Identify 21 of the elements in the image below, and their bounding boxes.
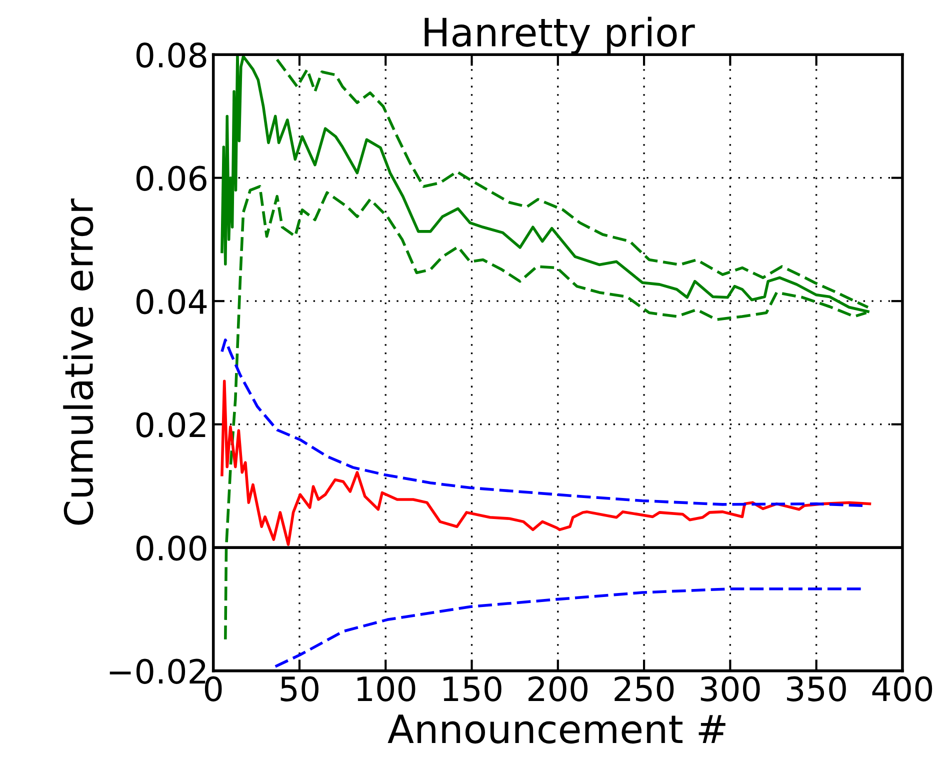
line-series bbox=[220, 380, 872, 546]
y-tick-label: 0.08 bbox=[136, 42, 206, 68]
y-tick-label: 0.00 bbox=[136, 535, 206, 561]
x-tick-label: 200 bbox=[528, 676, 588, 702]
x-tick-label: 350 bbox=[787, 676, 846, 702]
x-tick-label: 50 bbox=[280, 676, 318, 702]
y-tick-label: −0.02 bbox=[110, 658, 206, 684]
x-axis-title: Announcement # bbox=[388, 714, 726, 744]
x-tick-label: 150 bbox=[444, 676, 502, 702]
y-tick-label: 0.02 bbox=[136, 412, 206, 438]
x-tick-label: 250 bbox=[614, 676, 674, 702]
x-tick-label: 0 bbox=[204, 676, 222, 702]
line-series bbox=[274, 587, 864, 668]
y-axis-title: Cumulative error bbox=[63, 198, 94, 525]
y-tick-label: 0.04 bbox=[136, 289, 207, 314]
y-tick-label: 0.06 bbox=[136, 166, 206, 191]
x-tick-label: 300 bbox=[700, 676, 760, 702]
x-tick-label: 100 bbox=[357, 676, 416, 702]
line-series bbox=[220, 338, 864, 508]
chart-title: Hanretty prior bbox=[424, 16, 695, 54]
x-tick-label: 400 bbox=[872, 676, 932, 702]
